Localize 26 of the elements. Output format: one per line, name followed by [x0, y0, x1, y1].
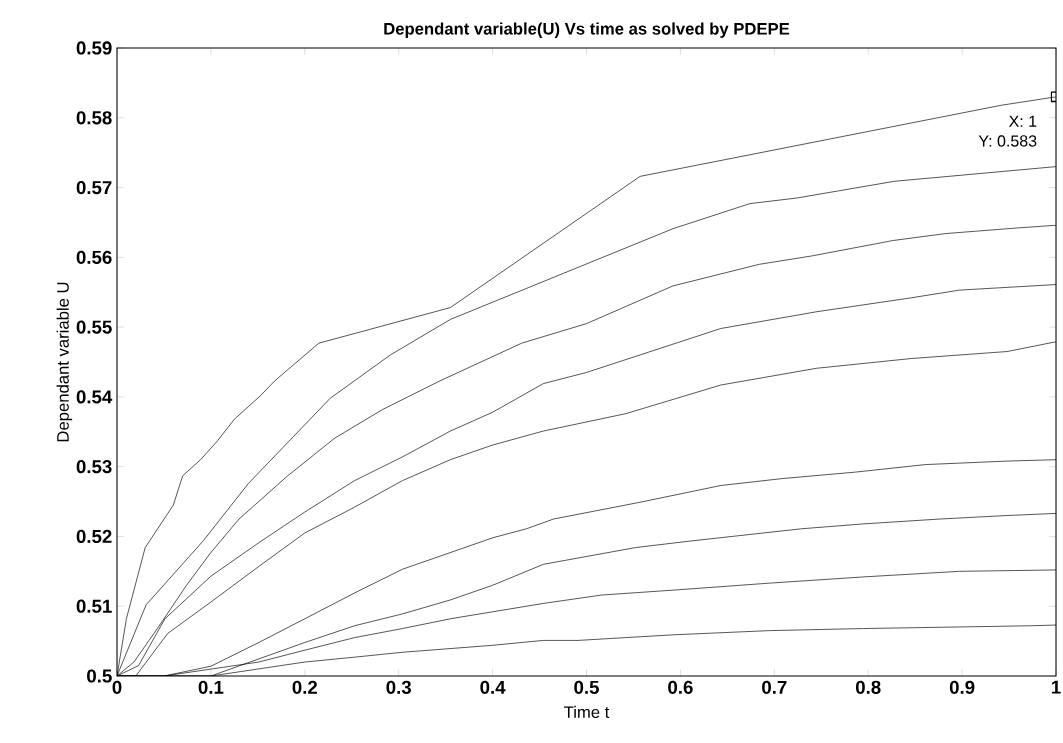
- x-tick-label: 0: [112, 680, 122, 694]
- x-tick-label: 0.3: [386, 680, 411, 694]
- x-tick-label: 0.4: [480, 680, 506, 694]
- y-tick-label: 0.53: [76, 460, 112, 474]
- x-axis-title: Time t: [564, 705, 610, 719]
- y-tick-label: 0.54: [76, 390, 113, 404]
- x-tick-label: 1: [1051, 680, 1061, 694]
- y-tick-label: 0.56: [76, 250, 112, 264]
- y-tick-label: 0.51: [76, 599, 112, 613]
- y-tick-label: 0.58: [76, 111, 112, 125]
- x-tick-label: 0.2: [292, 680, 318, 694]
- x-tick-label: 0.6: [668, 680, 693, 694]
- x-tick-label: 0.9: [949, 680, 975, 694]
- chart-title: Dependant variable(U) Vs time as solved by PDEPE: [384, 22, 790, 38]
- y-tick-label: 0.5: [87, 669, 112, 683]
- annotation: X: 1: [1008, 115, 1037, 127]
- x-tick-label: 0.8: [855, 680, 881, 694]
- annotation: Y: 0.583: [978, 135, 1037, 147]
- y-tick-label: 0.52: [76, 529, 112, 544]
- x-tick-label: 0.5: [574, 680, 599, 694]
- y-tick-label: 0.59: [76, 41, 112, 55]
- y-tick-label: 0.55: [76, 320, 112, 334]
- x-tick-label: 0.1: [198, 680, 224, 694]
- y-axis-title: Dependant variable U: [56, 282, 73, 442]
- y-tick-label: 0.57: [76, 180, 112, 195]
- x-tick-label: 0.7: [762, 680, 787, 694]
